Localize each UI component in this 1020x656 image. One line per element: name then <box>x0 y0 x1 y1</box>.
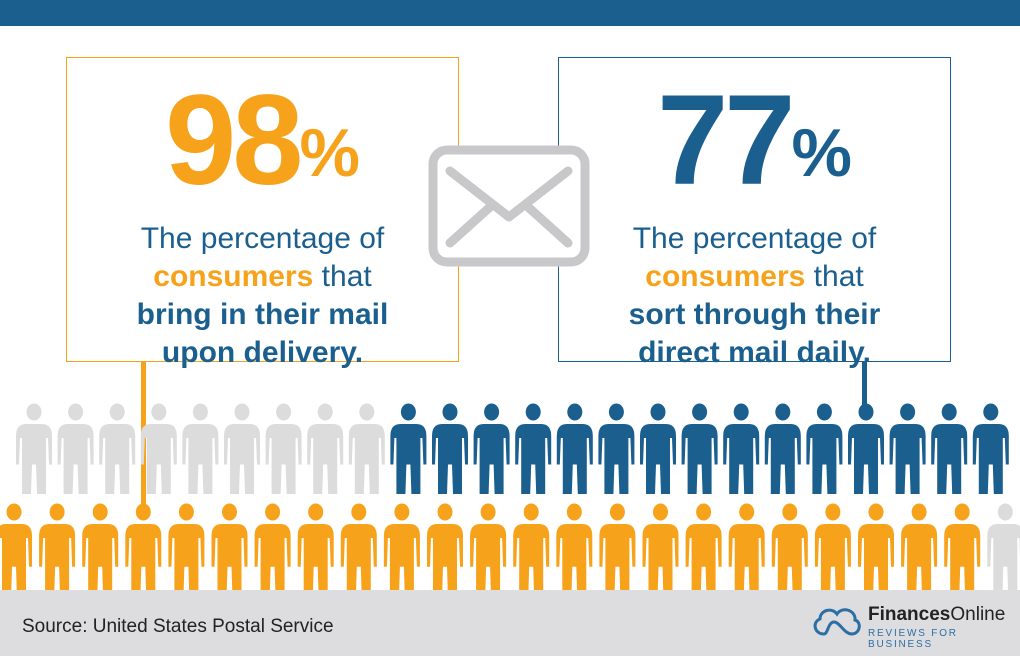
right-connector <box>862 362 867 410</box>
person-icon <box>307 403 344 494</box>
person-icon <box>224 403 260 494</box>
person-icon <box>39 503 76 595</box>
footer <box>0 590 1020 656</box>
brand-tagline: REVIEWS FOR BUSINESS <box>868 628 958 650</box>
person-icon <box>99 403 136 494</box>
person-icon <box>168 503 205 595</box>
stat-description: The percentage of consumers that sort th… <box>628 222 881 369</box>
person-icon <box>598 403 635 494</box>
person-icon <box>556 503 593 595</box>
person-icon <box>931 403 968 494</box>
person-icon <box>858 503 894 595</box>
person-icon <box>728 503 765 595</box>
person-icon <box>723 403 760 494</box>
brand-name: FinancesOnline <box>868 604 1006 625</box>
stat-value: 98% <box>165 69 360 212</box>
person-icon <box>599 503 636 595</box>
person-icon <box>348 403 385 494</box>
person-icon <box>182 403 219 494</box>
person-icon <box>806 403 843 494</box>
person-icon <box>16 403 52 494</box>
person-icon <box>771 503 808 595</box>
person-icon <box>340 503 377 595</box>
stat-card-right: 77% The percentage of consumers that sor… <box>558 57 951 369</box>
person-icon <box>473 403 510 494</box>
person-icon <box>901 503 938 595</box>
person-icon <box>0 503 32 595</box>
person-icon <box>944 503 981 595</box>
person-icon <box>470 503 507 595</box>
source-text: Source: United States Postal Service <box>22 616 334 637</box>
person-icon <box>211 503 248 595</box>
person-icon <box>513 503 550 595</box>
person-icon <box>82 503 119 595</box>
top-bar <box>0 0 1020 26</box>
person-icon <box>640 403 676 494</box>
person-icon <box>685 503 722 595</box>
person-icon <box>265 403 302 494</box>
person-icon <box>140 403 177 494</box>
envelope-icon <box>428 145 590 267</box>
stat-card-left: 98% The percentage of consumers that bri… <box>66 57 459 369</box>
person-icon <box>814 503 851 595</box>
stat-description: The percentage of consumers that bring i… <box>136 222 389 369</box>
person-icon <box>57 403 94 494</box>
person-icon <box>556 403 593 494</box>
person-icon <box>515 403 552 494</box>
stat-value: 77% <box>657 69 852 212</box>
person-icon <box>254 503 291 595</box>
person-icon <box>889 403 926 494</box>
person-icon <box>125 503 162 595</box>
cloud-logo-icon <box>813 608 861 636</box>
person-icon <box>764 403 801 494</box>
person-icon <box>987 503 1020 595</box>
person-icon <box>848 403 884 494</box>
person-icon <box>972 403 1009 494</box>
person-icon <box>432 403 468 494</box>
person-icon <box>427 503 463 595</box>
people-pictogram <box>0 403 1020 595</box>
person-icon <box>642 503 679 595</box>
person-icon <box>681 403 718 494</box>
person-icon <box>297 503 334 595</box>
person-icon <box>390 403 427 494</box>
person-icon <box>383 503 420 595</box>
